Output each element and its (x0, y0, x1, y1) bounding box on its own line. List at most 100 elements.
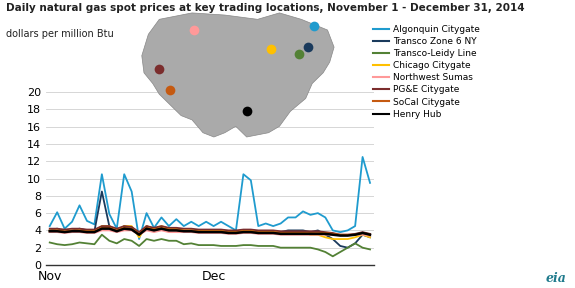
Transco Zone 6 NY (136, 233, 143, 236)
Henry Hub (196, 230, 202, 234)
Transco Zone 6 NY (210, 230, 217, 233)
Northwest Sumas (128, 229, 135, 232)
Henry Hub (285, 232, 292, 236)
SoCal Citygate (270, 230, 277, 234)
Chicago Citygate (300, 230, 306, 234)
Northwest Sumas (181, 230, 187, 234)
Chicago Citygate (240, 229, 247, 232)
PG&E Citygate (344, 233, 351, 236)
Henry Hub (61, 230, 68, 234)
Henry Hub (46, 230, 53, 233)
PG&E Citygate (121, 224, 128, 228)
Transco-Leidy Line (61, 243, 68, 247)
PG&E Citygate (285, 230, 292, 233)
PG&E Citygate (196, 228, 202, 231)
Henry Hub (262, 231, 269, 235)
Northwest Sumas (98, 229, 105, 232)
Algonquin Citygate (196, 224, 202, 228)
Transco Zone 6 NY (217, 230, 224, 233)
Northwest Sumas (76, 230, 83, 234)
SoCal Citygate (128, 227, 135, 230)
Northwest Sumas (106, 229, 113, 232)
Chicago Citygate (166, 227, 172, 230)
PG&E Citygate (53, 227, 60, 230)
Northwest Sumas (61, 231, 68, 235)
Transco-Leidy Line (196, 243, 202, 247)
Transco-Leidy Line (307, 246, 314, 249)
Transco-Leidy Line (158, 237, 165, 241)
Chicago Citygate (53, 229, 60, 232)
PG&E Citygate (292, 230, 299, 233)
Transco-Leidy Line (113, 242, 120, 245)
Northwest Sumas (210, 231, 217, 235)
Algonquin Citygate (46, 224, 53, 228)
Transco-Leidy Line (262, 244, 269, 248)
Northwest Sumas (292, 233, 299, 236)
SoCal Citygate (285, 231, 292, 235)
SoCal Citygate (181, 229, 187, 232)
Henry Hub (315, 232, 321, 236)
Transco-Leidy Line (151, 239, 158, 242)
Henry Hub (352, 233, 359, 236)
Transco-Leidy Line (98, 233, 105, 236)
Henry Hub (210, 230, 217, 234)
Henry Hub (359, 231, 366, 235)
Algonquin Citygate (106, 212, 113, 216)
Chicago Citygate (83, 230, 90, 233)
PG&E Citygate (128, 225, 135, 229)
Chicago Citygate (181, 229, 187, 232)
PG&E Citygate (136, 230, 143, 234)
SoCal Citygate (166, 228, 172, 231)
SoCal Citygate (196, 230, 202, 233)
Transco-Leidy Line (322, 250, 329, 254)
Henry Hub (53, 230, 60, 233)
SoCal Citygate (53, 229, 60, 232)
PG&E Citygate (270, 229, 277, 232)
PG&E Citygate (158, 224, 165, 228)
Algonquin Citygate (83, 219, 90, 223)
Transco-Leidy Line (300, 246, 306, 249)
Chicago Citygate (173, 227, 180, 230)
PG&E Citygate (210, 228, 217, 231)
Transco-Leidy Line (143, 237, 150, 241)
Chicago Citygate (217, 229, 224, 232)
Transco Zone 6 NY (61, 230, 68, 234)
Henry Hub (367, 233, 374, 236)
Transco Zone 6 NY (83, 229, 90, 232)
Algonquin Citygate (232, 229, 239, 232)
Algonquin Citygate (143, 211, 150, 215)
Transco Zone 6 NY (121, 224, 128, 228)
PG&E Citygate (203, 228, 210, 231)
Northwest Sumas (188, 230, 195, 234)
PG&E Citygate (113, 227, 120, 230)
Transco-Leidy Line (76, 241, 83, 244)
Chicago Citygate (292, 230, 299, 234)
Henry Hub (76, 230, 83, 233)
Algonquin Citygate (166, 224, 172, 228)
SoCal Citygate (98, 226, 105, 230)
Northwest Sumas (270, 232, 277, 236)
Transco Zone 6 NY (255, 230, 262, 234)
Transco-Leidy Line (188, 242, 195, 245)
Line: Henry Hub: Henry Hub (49, 229, 370, 236)
PG&E Citygate (106, 224, 113, 228)
SoCal Citygate (91, 230, 98, 233)
Northwest Sumas (173, 230, 180, 234)
Henry Hub (83, 230, 90, 234)
Transco Zone 6 NY (285, 229, 292, 232)
PG&E Citygate (173, 226, 180, 230)
PG&E Citygate (232, 229, 239, 232)
Transco Zone 6 NY (322, 233, 329, 236)
Transco Zone 6 NY (173, 229, 180, 232)
SoCal Citygate (210, 230, 217, 233)
PG&E Citygate (98, 224, 105, 228)
Northwest Sumas (232, 232, 239, 236)
Northwest Sumas (322, 233, 329, 236)
Henry Hub (344, 234, 351, 237)
Northwest Sumas (225, 232, 232, 236)
Henry Hub (217, 230, 224, 234)
PG&E Citygate (240, 228, 247, 231)
Henry Hub (232, 231, 239, 235)
Algonquin Citygate (255, 224, 262, 228)
Transco-Leidy Line (203, 243, 210, 247)
